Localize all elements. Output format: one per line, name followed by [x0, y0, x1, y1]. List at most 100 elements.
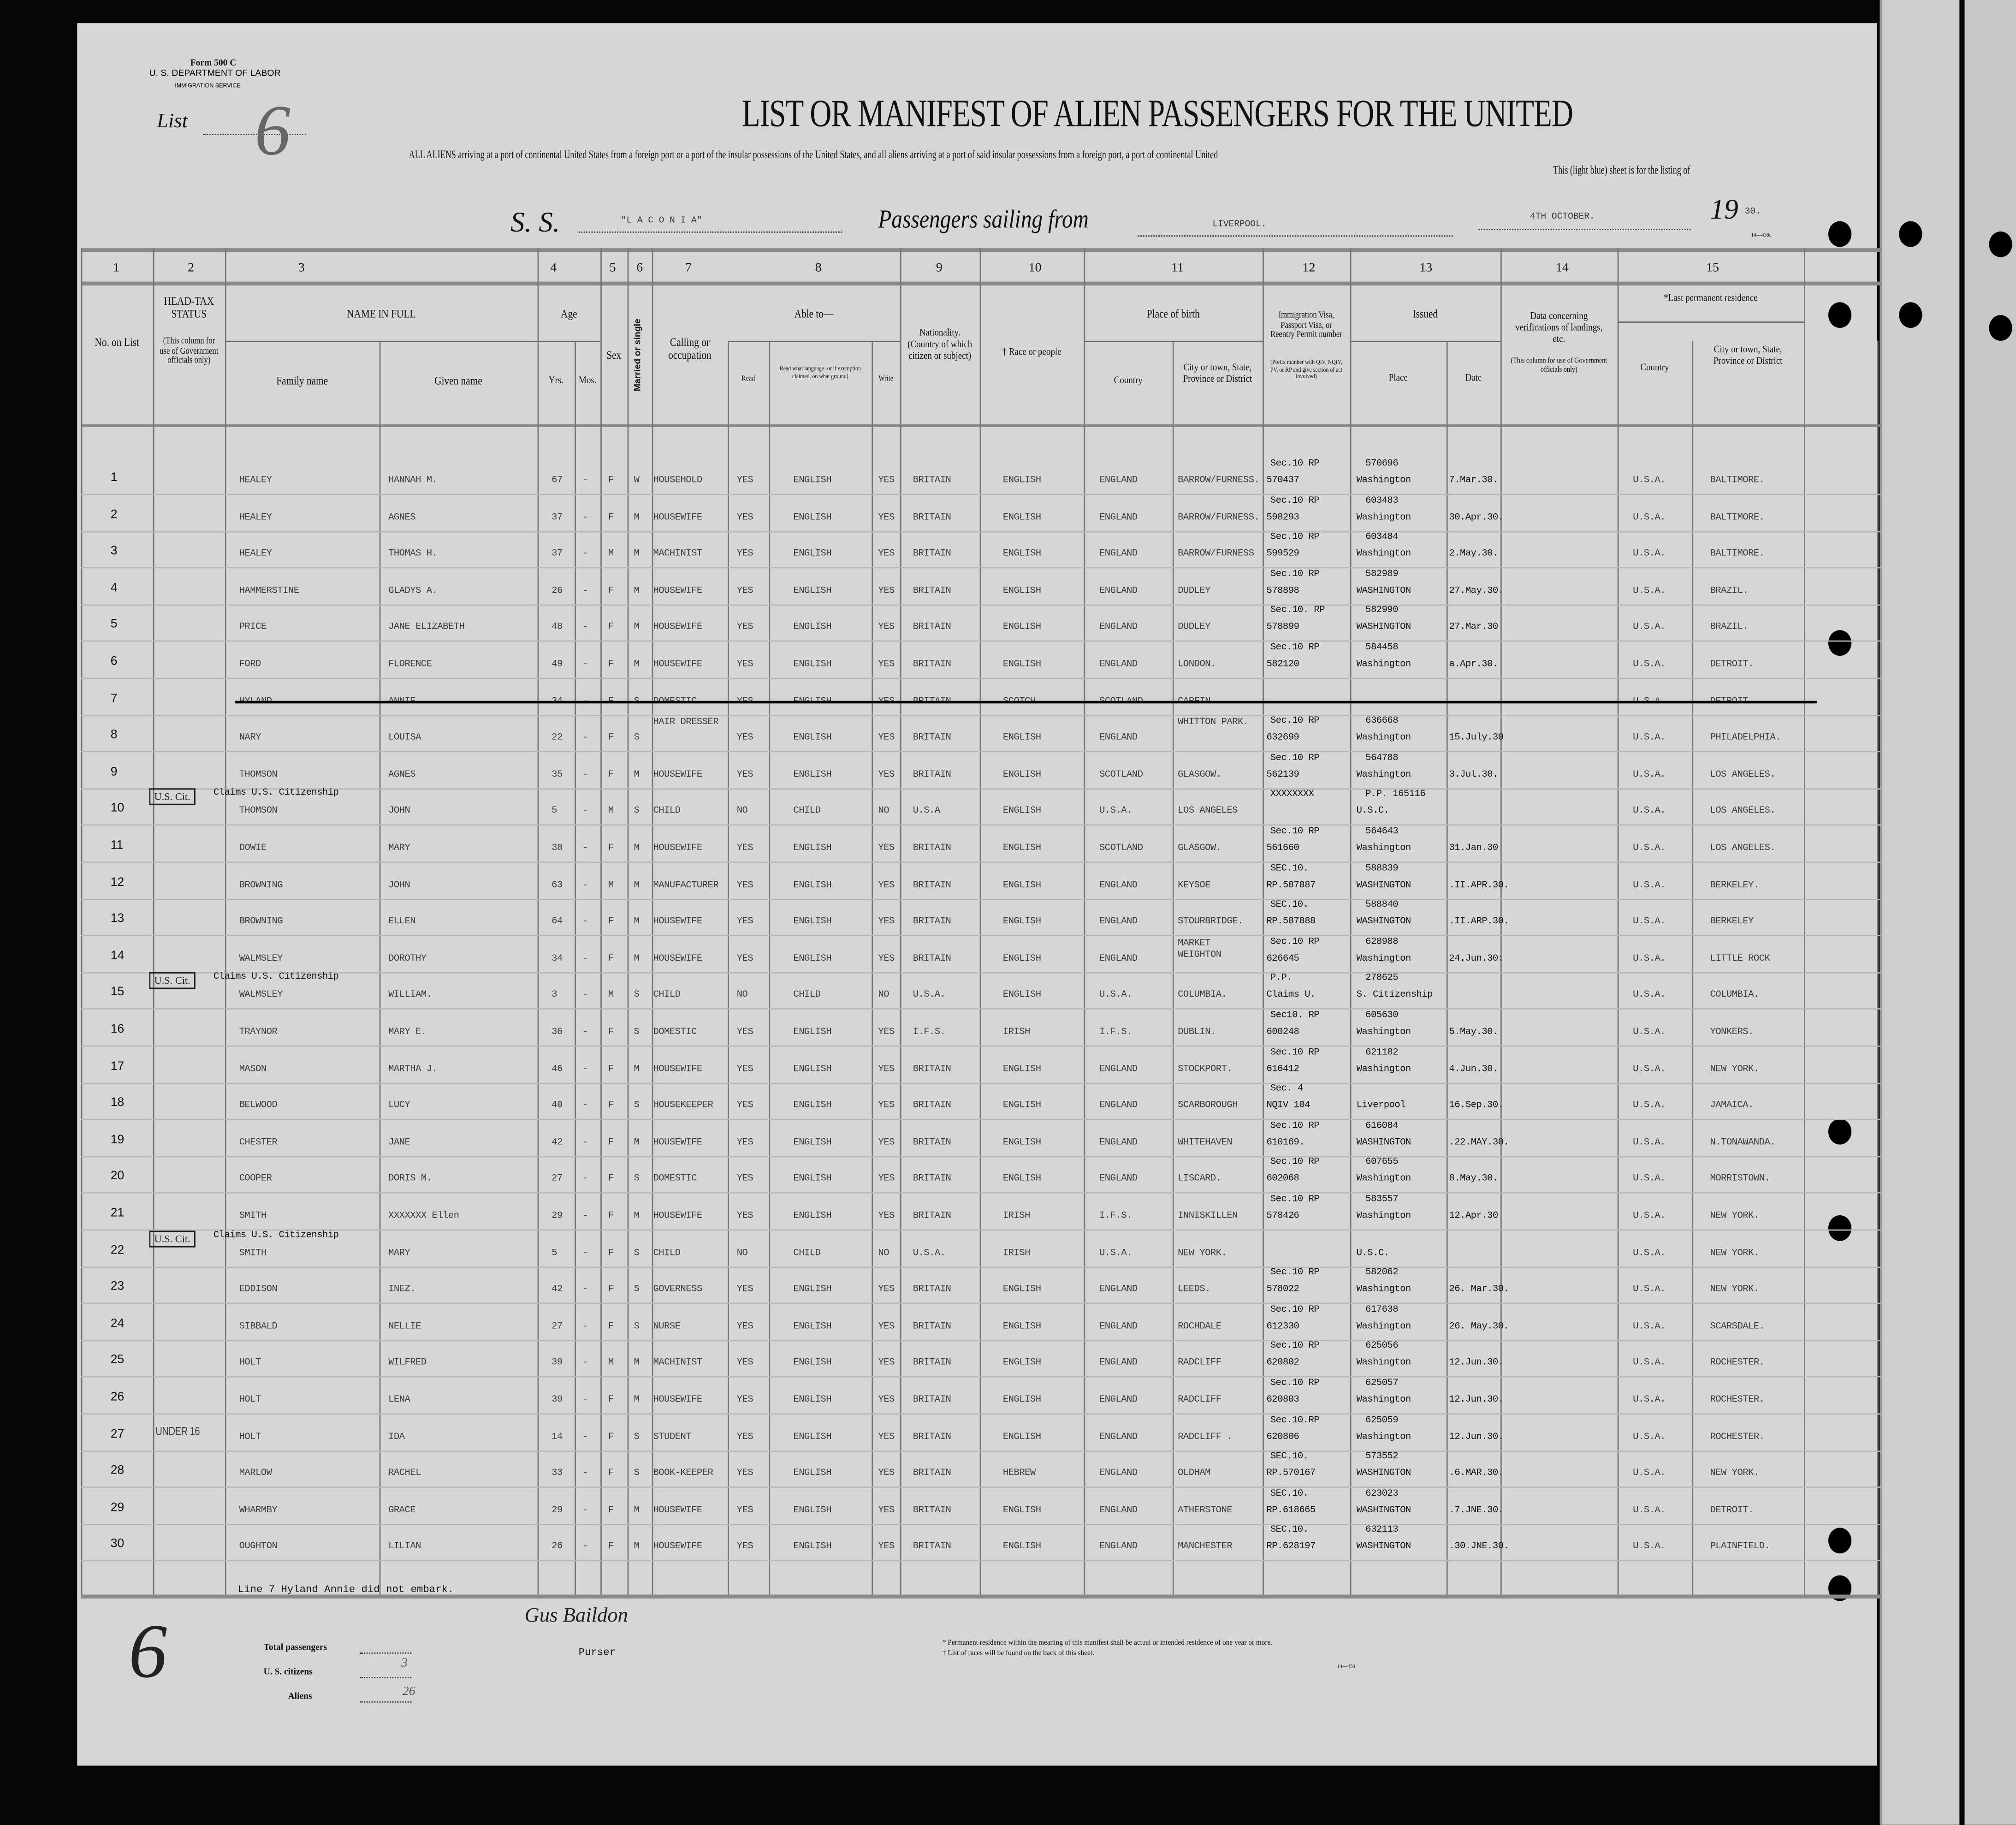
cell-nationality: BRITAIN	[913, 1395, 951, 1406]
cell-marital: S	[634, 1101, 640, 1112]
row-number: 14	[110, 949, 125, 963]
cell-birth-country: ENGLAND	[1099, 1174, 1138, 1185]
cell-age: 37	[551, 549, 563, 560]
cell-visa-line-2: 602068	[1266, 1174, 1299, 1185]
cell-language: ENGLISH	[793, 917, 832, 927]
column-divider	[1350, 248, 1352, 1595]
row-divider	[81, 1119, 1881, 1121]
cell-res-city: ROCHESTER.	[1710, 1432, 1765, 1443]
cell-write: YES	[878, 1432, 895, 1443]
cell-res-country: U.S.A.	[1633, 1505, 1666, 1516]
cell-visa-line-1: SEC.10.	[1270, 1452, 1309, 1462]
cell-birth-city: LOS ANGELES	[1178, 807, 1238, 817]
cell-language: ENGLISH	[793, 476, 832, 486]
cell-language: ENGLISH	[793, 1505, 832, 1516]
cell-mos: -	[582, 1211, 588, 1222]
cell-issued-date: .22.MAY.30.	[1449, 1138, 1509, 1148]
cell-age: 26	[551, 1542, 563, 1553]
cell-given: LUCY	[388, 1101, 410, 1112]
cell-read: YES	[736, 1285, 753, 1296]
cell-family: EDDISON	[239, 1285, 278, 1296]
cell-write: NO	[878, 807, 889, 817]
cell-sex: M	[608, 880, 614, 891]
cell-language: ENGLISH	[793, 844, 832, 854]
cell-occupation: HAIR DRESSER	[653, 718, 719, 728]
cell-issued-date: 31.Jan.30	[1449, 844, 1498, 854]
cell-sex: F	[608, 844, 614, 854]
cell-given: RACHEL	[388, 1468, 421, 1480]
cell-birth-city: ATHERSTONE	[1178, 1505, 1233, 1516]
cell-language: CHILD	[793, 991, 821, 1001]
cell-write: YES	[878, 1027, 895, 1038]
cell-res-city: COLUMBIA.	[1710, 991, 1759, 1001]
column-divider	[1263, 248, 1264, 1595]
cell-visa-line-2: 578899	[1266, 623, 1299, 633]
cell-mos: -	[582, 1542, 588, 1553]
cell-occupation: HOUSEHOLD	[653, 476, 702, 486]
cell-write: YES	[878, 1138, 895, 1148]
cell-read: YES	[736, 623, 753, 633]
cell-language: ENGLISH	[793, 512, 832, 523]
cell-given: DORIS M.	[388, 1174, 432, 1185]
cell-visa-line-1: Sec.10 RP	[1270, 459, 1320, 470]
cell-visa-line-2: 598293	[1266, 512, 1299, 523]
cell-nationality: BRITAIN	[913, 917, 951, 927]
cell-read: YES	[736, 1505, 753, 1516]
aliens-field	[360, 1701, 412, 1703]
cell-occupation: HOUSEWIFE	[653, 1542, 702, 1553]
us-citizen-stamp: U.S. Cit.	[149, 789, 196, 806]
footnote-races: † List of races will be found on the bac…	[942, 1650, 1095, 1658]
footnote-residence: * Permanent residence within the meaning…	[942, 1640, 1273, 1647]
cell-mos: -	[582, 586, 588, 597]
cell-given: JANE	[388, 1138, 410, 1148]
cell-issued-place: Washington	[1356, 549, 1411, 560]
cell-birth-country: ENGLAND	[1099, 512, 1138, 523]
cell-issued-place: Washington	[1356, 1321, 1411, 1332]
cell-issued-place: WASHINGTON	[1356, 880, 1411, 891]
cell-occupation: HOUSEWIFE	[653, 954, 702, 964]
row-divider	[81, 1156, 1881, 1157]
cell-nationality: U.S.A	[913, 807, 941, 817]
row-number: 17	[110, 1059, 125, 1074]
cell-given: MARTHA J.	[388, 1064, 438, 1075]
cell-issued-place: Washington	[1356, 660, 1411, 670]
header-visa: Immigration Visa, Passport Visa, or Reen…	[1270, 309, 1342, 340]
column-number: 10	[1028, 261, 1042, 275]
cell-family: DOWIE	[239, 844, 267, 854]
cell-occupation: CHILD	[653, 991, 681, 1001]
cell-write: YES	[878, 880, 895, 891]
cell-family: THOMSON	[239, 770, 278, 780]
row-number: 4	[110, 581, 118, 595]
cell-visa-line-2: 578426	[1266, 1211, 1299, 1222]
cell-issued-date: 12.Jun.30.	[1449, 1395, 1504, 1406]
column-number: 11	[1171, 261, 1184, 275]
header-issued-place: Place	[1388, 371, 1408, 383]
subheader-rule	[1617, 321, 1804, 323]
list-number-handwritten: 6	[255, 91, 291, 171]
column-divider	[1500, 248, 1502, 1595]
row-number: 24	[110, 1316, 125, 1331]
cell-read: YES	[736, 1211, 753, 1222]
cell-marital: M	[634, 1542, 640, 1553]
cell-race: ENGLISH	[1002, 586, 1041, 597]
row-divider	[81, 641, 1881, 642]
row-number: 20	[110, 1169, 125, 1184]
cell-birth-country: ENGLAND	[1099, 1505, 1138, 1516]
cell-family: OUGHTON	[239, 1542, 278, 1553]
cell-visa-line-1: Sec.10 RP	[1270, 937, 1320, 948]
punch-hole	[1828, 302, 1852, 328]
column-divider	[379, 340, 381, 1595]
table-rule	[81, 424, 1881, 427]
cell-res-city: BERKELEY	[1710, 917, 1754, 927]
cell-mos: -	[582, 917, 588, 927]
column-number: 9	[936, 261, 943, 275]
cell-issued-place: Washington	[1356, 1358, 1411, 1369]
cell-issued-place: Washington	[1356, 1432, 1411, 1443]
row-number: 18	[110, 1096, 125, 1110]
cell-given: WILLIAM.	[388, 991, 432, 1001]
cell-res-country: U.S.A.	[1633, 733, 1666, 744]
cell-birth-city: WHITEHAVEN	[1178, 1138, 1233, 1148]
cell-occupation: CHILD	[653, 1248, 681, 1259]
cell-res-city: LOS ANGELES.	[1710, 844, 1776, 854]
cell-visa-line-1: Sec.10 RP	[1270, 1305, 1320, 1315]
